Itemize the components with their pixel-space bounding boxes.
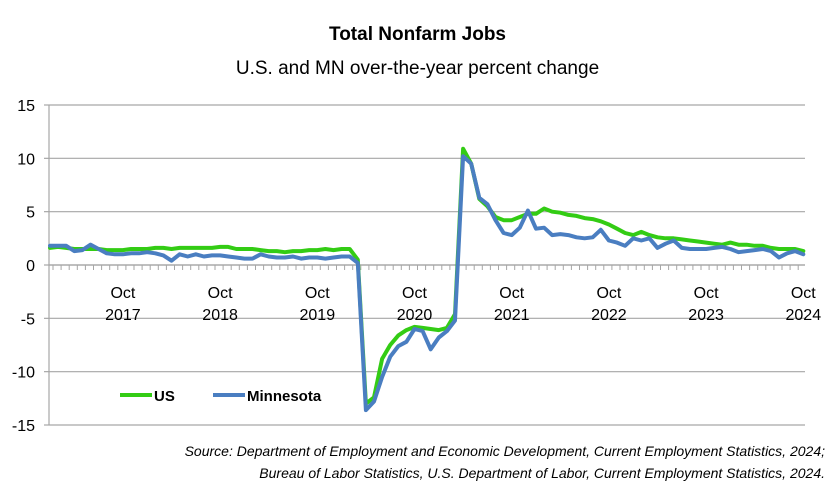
y-tick-label: 10: [17, 151, 35, 168]
x-tick-label-year: 2022: [591, 307, 627, 324]
x-tick-label-month: Oct: [305, 285, 330, 302]
source-line-2: Bureau of Labor Statistics, U.S. Departm…: [259, 465, 825, 481]
series-line-us: [48, 146, 806, 406]
x-tick-label-year: 2018: [202, 307, 238, 324]
source-note: Source: Department of Employment and Eco…: [185, 440, 825, 484]
y-tick-label: -5: [21, 311, 35, 328]
x-tick-label-year: 2019: [300, 307, 336, 324]
x-tick-label-year: 2020: [397, 307, 433, 324]
y-tick-label: 15: [17, 98, 35, 115]
x-tick-label-year: 2023: [688, 307, 724, 324]
x-tick-label-year: 2024: [786, 307, 822, 324]
source-line-1: Source: Department of Employment and Eco…: [184, 443, 825, 459]
x-tick-label-month: Oct: [791, 285, 816, 302]
gridlines: [49, 104, 805, 426]
y-tick-label: -10: [12, 365, 35, 382]
x-tick-label-month: Oct: [499, 285, 524, 302]
legend-label-us: US: [154, 388, 175, 405]
y-tick-label: -15: [12, 418, 35, 435]
chart-subtitle: U.S. and MN over-the-year percent change: [235, 58, 600, 79]
y-axis: 15 10 5 0 -5 -10 -15: [12, 98, 50, 435]
legend-label-minnesota: Minnesota: [247, 388, 322, 405]
x-tick-label-month: Oct: [208, 285, 233, 302]
x-tick-label-month: Oct: [596, 285, 621, 302]
y-tick-label: 0: [26, 258, 35, 275]
x-tick-label-month: Oct: [402, 285, 427, 302]
chart-title: Total Nonfarm Jobs: [329, 24, 506, 45]
x-tick-label-year: 2021: [494, 307, 530, 324]
y-tick-label: 5: [26, 205, 35, 222]
x-tick-label-month: Oct: [694, 285, 719, 302]
x-axis: Oct 2017 Oct 2018 Oct 2019 Oct 2020 Oct 2021 Oct 20…: [49, 264, 822, 324]
legend: US Minnesota: [120, 388, 322, 405]
series-line-minnesota: [48, 154, 806, 413]
x-tick-label-year: 2017: [105, 307, 141, 324]
series-lines: [48, 146, 806, 413]
x-tick-label-month: Oct: [110, 285, 135, 302]
